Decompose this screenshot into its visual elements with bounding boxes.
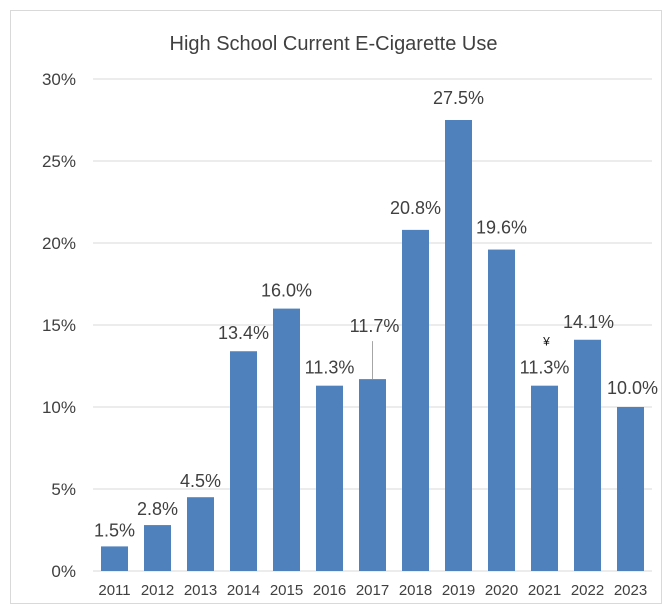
- x-tick-label-2020: 2020: [485, 582, 518, 599]
- x-tick-label-2018: 2018: [399, 582, 432, 599]
- bar-2019: [445, 120, 472, 571]
- data-label-2019: 27.5%: [433, 88, 484, 108]
- x-tick-label-2013: 2013: [184, 582, 217, 599]
- data-label-2021: 11.3%: [520, 358, 570, 378]
- y-tick-label: 5%: [51, 480, 76, 499]
- bar-2012: [144, 525, 171, 571]
- bar-2014: [230, 351, 257, 571]
- data-label-2022: 14.1%: [563, 312, 614, 332]
- x-tick-label-2016: 2016: [313, 582, 346, 599]
- x-tick-label-2019: 2019: [442, 582, 475, 599]
- y-tick-label: 30%: [42, 70, 76, 89]
- x-tick-label-2017: 2017: [356, 582, 389, 599]
- bar-2022: [574, 339, 601, 571]
- data-label-2016: 11.3%: [305, 358, 355, 378]
- chart-title: High School Current E-Cigarette Use: [169, 33, 498, 55]
- data-label-2015: 16.0%: [261, 281, 312, 301]
- annotation-2021: ¥: [542, 335, 550, 349]
- data-label-2013: 4.5%: [180, 471, 221, 491]
- y-tick-label: 15%: [42, 316, 76, 335]
- bar-2023: [617, 407, 644, 571]
- bar-2013: [187, 497, 214, 571]
- data-label-2020: 19.6%: [476, 218, 527, 238]
- data-label-2014: 13.4%: [218, 323, 269, 343]
- data-label-2018: 20.8%: [390, 198, 441, 218]
- x-tick-label-2014: 2014: [227, 582, 260, 599]
- bar-2015: [273, 308, 300, 571]
- bar-2018: [402, 229, 429, 571]
- y-tick-label: 10%: [42, 398, 76, 417]
- bar-2021: [531, 385, 558, 571]
- x-tick-label-2015: 2015: [270, 582, 303, 599]
- x-tick-label-2011: 2011: [98, 582, 130, 599]
- y-tick-label: 25%: [42, 152, 76, 171]
- bar-2011: [101, 546, 128, 571]
- bar-2016: [316, 385, 343, 571]
- y-tick-label: 0%: [51, 562, 76, 581]
- x-tick-label-2012: 2012: [141, 582, 174, 599]
- x-tick-label-2023: 2023: [614, 582, 647, 599]
- bar-2020: [488, 249, 515, 571]
- bar-2017: [359, 379, 386, 571]
- data-label-2012: 2.8%: [137, 499, 178, 519]
- x-tick-label-2021: 2021: [528, 582, 561, 599]
- data-label-2017: 11.7%: [350, 316, 400, 336]
- y-tick-label: 20%: [42, 234, 76, 253]
- data-label-2011: 1.5%: [94, 520, 135, 540]
- x-tick-label-2022: 2022: [571, 582, 604, 599]
- data-label-2023: 10.0%: [607, 378, 658, 398]
